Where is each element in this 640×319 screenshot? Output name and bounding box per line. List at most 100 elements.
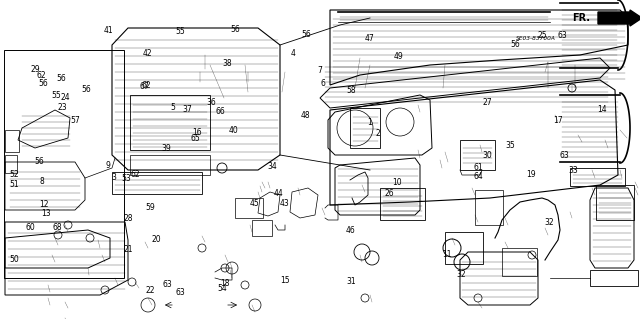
Text: 56: 56 [81,85,92,94]
Text: 6: 6 [321,79,326,88]
Text: 56: 56 [510,40,520,48]
Text: 56: 56 [301,30,311,39]
Text: 42: 42 [142,49,152,58]
Text: 37: 37 [182,105,192,114]
Text: 48: 48 [301,111,311,120]
Text: 40: 40 [228,126,239,135]
Text: 55: 55 [175,27,186,36]
Bar [130,95,210,150]
Bar [4,50,124,278]
Text: 5: 5 [170,103,175,112]
Bar [130,155,210,175]
Text: 51: 51 [9,180,19,189]
Text: 4: 4 [291,49,296,58]
Text: 45: 45 [250,199,260,208]
Bar [235,198,263,218]
Bar [112,172,202,194]
Text: 29: 29 [30,65,40,74]
Text: 38: 38 [222,59,232,68]
Text: 65: 65 [190,134,200,143]
Text: 16: 16 [192,128,202,137]
Text: 55: 55 [51,91,61,100]
Text: 56: 56 [35,157,45,166]
Bar [252,220,272,236]
Text: 53: 53 [122,174,132,182]
Text: 30: 30 [483,151,493,160]
Text: 24: 24 [60,93,70,102]
Text: 54: 54 [218,284,228,293]
Text: 32: 32 [456,271,466,279]
Text: SE03-83700A: SE03-83700A [516,36,556,41]
Text: 46: 46 [346,226,356,235]
Text: 41: 41 [104,26,114,35]
Text: 36: 36 [206,98,216,107]
Text: 14: 14 [596,105,607,114]
Text: 52: 52 [9,170,19,179]
Bar [502,248,537,276]
Text: 56: 56 [56,74,66,83]
Text: 26: 26 [384,189,394,198]
Text: 62: 62 [36,71,47,80]
Bar [350,108,380,148]
Bar [475,190,503,225]
Text: 33: 33 [568,166,578,175]
Text: 59: 59 [145,204,156,212]
Text: 50: 50 [9,256,19,264]
Text: 63: 63 [175,288,186,297]
Text: 13: 13 [41,209,51,218]
Text: 61: 61 [474,163,484,172]
Text: 10: 10 [392,178,402,187]
Bar [570,168,625,186]
Text: 64: 64 [474,172,484,181]
Text: 15: 15 [280,276,290,285]
Text: 28: 28 [124,214,132,223]
Text: 17: 17 [553,116,563,125]
Text: 35: 35 [506,141,516,150]
Text: 11: 11 [442,250,451,259]
Bar [5,155,17,173]
Text: 49: 49 [393,52,403,61]
Text: 62: 62 [131,170,141,179]
Text: 23: 23 [58,103,68,112]
Text: 67: 67 [139,82,149,91]
Bar [590,270,638,286]
Text: 3: 3 [111,173,116,182]
Text: 44: 44 [273,189,284,198]
Bar [380,188,425,220]
Text: 63: 63 [559,151,570,160]
Text: 68: 68 [52,223,63,232]
Text: 9: 9 [105,161,110,170]
Text: 47: 47 [365,34,375,43]
Text: 8: 8 [39,177,44,186]
Text: 60: 60 [26,223,36,232]
Text: 21: 21 [124,245,132,254]
Text: 43: 43 [280,199,290,208]
Bar [5,130,19,152]
Text: 27: 27 [483,98,493,107]
Text: 18: 18 [221,279,230,288]
Text: 1: 1 [367,118,372,127]
Text: 7: 7 [317,66,323,75]
Text: 63: 63 [163,280,173,289]
Text: 19: 19 [526,170,536,179]
Text: FR.: FR. [572,13,590,23]
Text: 20: 20 [152,235,162,244]
Bar [596,185,634,220]
Text: 66: 66 [216,107,226,115]
Text: 25: 25 [538,31,548,40]
Text: 56: 56 [230,25,241,34]
Text: 32: 32 [544,218,554,227]
Text: 12: 12 [39,200,48,209]
Text: 63: 63 [557,31,567,40]
Text: 58: 58 [346,86,356,95]
Text: 34: 34 [267,162,277,171]
Text: 57: 57 [70,116,81,125]
Bar [445,232,483,264]
Bar [460,140,495,170]
Text: 31: 31 [346,277,356,286]
Text: 2: 2 [375,130,380,138]
Text: 39: 39 [161,144,172,153]
Text: 62: 62 [141,81,151,90]
Text: 22: 22 [146,286,155,295]
Text: 56: 56 [38,79,49,88]
